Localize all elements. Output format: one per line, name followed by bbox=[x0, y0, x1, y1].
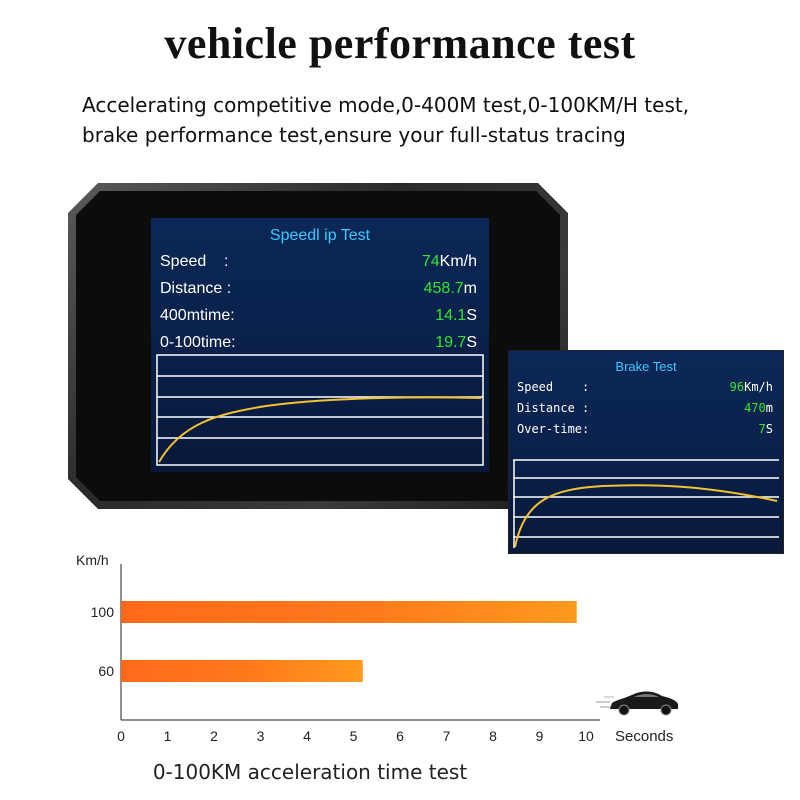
brake-curve-graph bbox=[513, 459, 779, 548]
subtitle-line-1: Accelerating competitive mode,0-400M tes… bbox=[82, 93, 690, 117]
0-100-time-label: 0-100time: bbox=[160, 334, 236, 351]
speed-value-group: 74Km/h bbox=[422, 253, 477, 271]
distance-row: Distance : 458.7m bbox=[160, 280, 477, 302]
0-100-time-value: 19.7 bbox=[435, 334, 467, 351]
acceleration-bar-chart: 100 60 0 1 2 3 4 5 6 7 8 9 10 Seconds bbox=[91, 564, 673, 745]
x-tick-label: 3 bbox=[257, 728, 265, 744]
x-tick-label: 5 bbox=[350, 728, 358, 744]
distance-value-group: 458.7m bbox=[424, 280, 477, 298]
brake-curve bbox=[514, 484, 778, 548]
brake-over-time-value: 7 bbox=[758, 422, 766, 436]
brake-distance-value-group: 470m bbox=[744, 401, 773, 415]
speed-row: Speed : 74Km/h bbox=[160, 253, 477, 275]
subtitle-line-2: brake performance test,ensure your full-… bbox=[82, 123, 626, 147]
distance-label: Distance : bbox=[160, 280, 232, 297]
x-axis-label: Seconds bbox=[615, 728, 673, 745]
page-subtitle: Accelerating competitive mode,0-400M tes… bbox=[82, 90, 762, 150]
brake-speed-row: Speed : 96Km/h bbox=[517, 380, 773, 398]
brake-distance-unit: m bbox=[765, 401, 773, 415]
brake-speed-label: Speed : bbox=[517, 380, 590, 394]
400m-time-value-group: 14.1S bbox=[435, 307, 477, 325]
chart-caption: 0-100KM acceleration time test bbox=[152, 760, 468, 784]
x-tick-label: 1 bbox=[164, 728, 172, 744]
page-title: vehicle performance test bbox=[164, 19, 636, 68]
brake-over-time-value-group: 7S bbox=[759, 422, 773, 436]
brake-distance-value: 470 bbox=[744, 401, 766, 415]
brake-test-screen: Brake Test Speed : 96Km/h Distance : 470… bbox=[508, 350, 784, 554]
x-tick-label: 4 bbox=[303, 728, 311, 744]
bar-60 bbox=[121, 660, 363, 682]
x-tick-label: 7 bbox=[443, 728, 451, 744]
speed-up-test-screen: Speedl ip Test Speed : 74Km/h Distance :… bbox=[151, 218, 489, 472]
brake-speed-unit: Km/h bbox=[744, 380, 773, 394]
distance-value: 458.7 bbox=[423, 280, 464, 297]
x-tick-label: 10 bbox=[578, 728, 594, 744]
x-tick-label: 9 bbox=[536, 728, 544, 744]
brake-over-time-unit: S bbox=[765, 422, 773, 436]
y-axis-unit-label: Km/h bbox=[76, 552, 109, 568]
400m-time-unit: S bbox=[466, 307, 477, 324]
speed-up-test-title: Speedl ip Test bbox=[269, 227, 371, 244]
400m-time-value: 14.1 bbox=[435, 307, 467, 324]
x-tick-label: 0 bbox=[117, 728, 125, 744]
speed-graph-frame bbox=[156, 354, 484, 466]
x-tick-label: 2 bbox=[210, 728, 218, 744]
brake-over-time-row: Over-time: 7S bbox=[517, 422, 773, 440]
brake-speed-value-group: 96Km/h bbox=[730, 380, 773, 394]
speed-curve-graph bbox=[156, 354, 484, 466]
speed-unit: Km/h bbox=[439, 253, 477, 270]
speed-label: Speed : bbox=[160, 253, 229, 270]
0-100-time-value-group: 19.7S bbox=[435, 334, 477, 352]
brake-speed-value: 96 bbox=[729, 380, 745, 394]
400m-time-label: 400mtime: bbox=[160, 307, 235, 324]
x-tick-label: 8 bbox=[489, 728, 497, 744]
x-tick-label: 6 bbox=[396, 728, 404, 744]
brake-distance-row: Distance : 470m bbox=[517, 401, 773, 419]
speed-curve bbox=[158, 396, 482, 463]
y-tick-label-60: 60 bbox=[98, 663, 114, 679]
speed-value: 74 bbox=[421, 253, 440, 270]
brake-test-title: Brake Test bbox=[615, 359, 677, 374]
acceleration-chart: Km/h 100 60 0 1 2 3 4 5 6 7 8 9 10 Seconds 0-100KM … bbox=[0, 540, 800, 800]
400m-time-row: 400mtime: 14.1S bbox=[160, 307, 477, 329]
car-icon bbox=[596, 691, 678, 716]
brake-over-time-label: Over-time: bbox=[517, 422, 590, 436]
brake-distance-label: Distance : bbox=[517, 401, 590, 415]
bar-100 bbox=[121, 601, 577, 623]
y-tick-label-100: 100 bbox=[91, 604, 115, 620]
0-100-time-row: 0-100time: 19.7S bbox=[160, 334, 477, 356]
0-100-time-unit: S bbox=[466, 334, 477, 351]
distance-unit: m bbox=[463, 280, 477, 297]
